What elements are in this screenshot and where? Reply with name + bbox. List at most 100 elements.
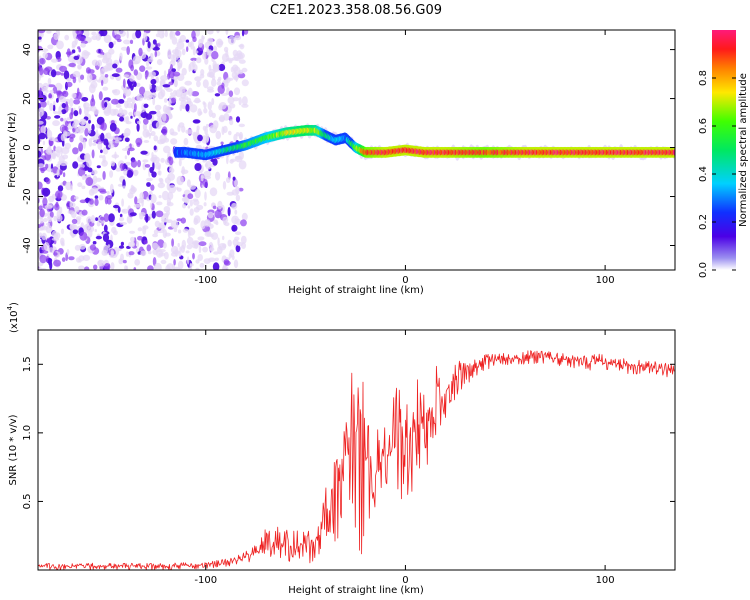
- noise-cell: [79, 199, 87, 204]
- noise-cell: [234, 236, 240, 241]
- noise-cell: [204, 57, 209, 65]
- noise-cell: [172, 90, 178, 97]
- noise-cell: [181, 67, 187, 76]
- noise-cell: [134, 259, 141, 266]
- snr-frame: [37, 329, 676, 571]
- noise-cell: [192, 131, 198, 137]
- noise-cell: [193, 215, 201, 224]
- noise-cell: [56, 110, 63, 115]
- noise-cell: [149, 71, 156, 78]
- noise-cell: [92, 142, 97, 146]
- noise-cell: [129, 230, 136, 234]
- noise-cell: [124, 155, 128, 160]
- noise-cell: [151, 171, 157, 178]
- noise-cell: [170, 220, 179, 230]
- snr-panel: -100 0 100 0.5 1.0 1.5 Height of straight lin…: [6, 302, 676, 596]
- snr-multiplier-exponent: 4: [6, 305, 14, 310]
- noise-cell: [61, 257, 66, 262]
- noise-cell: [52, 120, 60, 127]
- noise-cell: [103, 34, 112, 44]
- noise-cell: [186, 244, 193, 250]
- noise-cell: [121, 198, 124, 207]
- noise-cell: [171, 36, 178, 45]
- noise-cell: [98, 49, 101, 54]
- spectrogram-frame: [37, 29, 676, 271]
- noise-cell: [108, 41, 114, 49]
- noise-cell: [221, 265, 229, 270]
- spectrogram-ytick-label: -40: [22, 237, 33, 253]
- noise-cell: [59, 160, 68, 167]
- spectrogram-xtick-label: 100: [596, 275, 615, 286]
- noise-cell: [48, 195, 55, 203]
- snr-multiplier-base: (x10: [9, 310, 20, 333]
- noise-cell: [208, 41, 213, 46]
- noise-cell: [38, 232, 43, 238]
- noise-cell: [235, 244, 241, 253]
- noise-cell: [218, 102, 227, 110]
- noise-cell: [192, 60, 196, 68]
- noise-cell: [86, 158, 92, 168]
- noise-cell: [135, 30, 142, 39]
- noise-cell: [123, 74, 130, 78]
- noise-cell: [233, 133, 238, 142]
- noise-cell: [72, 70, 81, 78]
- noise-cell: [133, 81, 137, 88]
- noise-cell: [78, 259, 82, 263]
- snr-ytick-label: 1.0: [22, 425, 33, 441]
- noise-cell: [228, 90, 234, 97]
- colorbar: 0.0 0.2 0.4 0.6 0.8 Normalized spectral ampl…: [698, 30, 749, 278]
- noise-cell: [101, 79, 104, 86]
- noise-cell: [177, 242, 180, 248]
- noise-cell: [174, 78, 178, 88]
- noise-cell: [149, 110, 157, 115]
- noise-cell: [146, 244, 152, 252]
- noise-cell: [103, 67, 111, 72]
- noise-cell: [133, 267, 137, 270]
- noise-cell: [189, 104, 198, 113]
- noise-cell: [238, 123, 245, 128]
- noise-cell: [234, 35, 242, 41]
- noise-cell: [211, 232, 219, 240]
- noise-cell: [180, 169, 189, 175]
- noise-cell: [152, 233, 159, 238]
- noise-cell: [78, 265, 85, 270]
- noise-cell: [117, 183, 123, 187]
- spectrogram-ticks: -100 0 100 -40 -20 0 20 40: [22, 30, 675, 286]
- noise-cell: [233, 87, 241, 96]
- noise-cell: [70, 202, 76, 208]
- noise-cell: [220, 141, 224, 145]
- noise-cell: [157, 30, 165, 36]
- noise-cell: [222, 180, 227, 190]
- noise-cell: [147, 41, 151, 49]
- noise-cell: [170, 246, 179, 254]
- noise-cell: [241, 79, 249, 87]
- noise-cell: [123, 39, 131, 45]
- noise-cell: [95, 235, 102, 240]
- noise-cell: [169, 30, 173, 40]
- noise-cell: [227, 239, 232, 247]
- noise-cell: [213, 251, 219, 255]
- noise-cell: [181, 48, 186, 56]
- noise-cell: [134, 196, 138, 205]
- noise-cell: [206, 48, 210, 56]
- noise-cell: [173, 259, 176, 266]
- noise-cell: [163, 145, 171, 154]
- noise-cell: [132, 55, 141, 65]
- colorbar-label: Normalized spectral amplitude: [738, 73, 749, 227]
- noise-cell: [217, 40, 224, 46]
- noise-cell: [187, 227, 196, 236]
- noise-cell: [232, 176, 236, 181]
- noise-cell: [186, 97, 192, 106]
- noise-cell: [180, 217, 186, 224]
- noise-cell: [59, 65, 68, 73]
- noise-cell: [38, 132, 46, 140]
- noise-cell: [175, 89, 183, 98]
- noise-cell: [156, 249, 163, 258]
- noise-cell: [45, 148, 53, 155]
- noise-cell: [231, 202, 238, 210]
- noise-cell: [238, 131, 244, 140]
- noise-cell: [123, 168, 128, 176]
- noise-cell: [225, 30, 229, 35]
- noise-cell: [77, 46, 81, 50]
- noise-cell: [171, 59, 176, 63]
